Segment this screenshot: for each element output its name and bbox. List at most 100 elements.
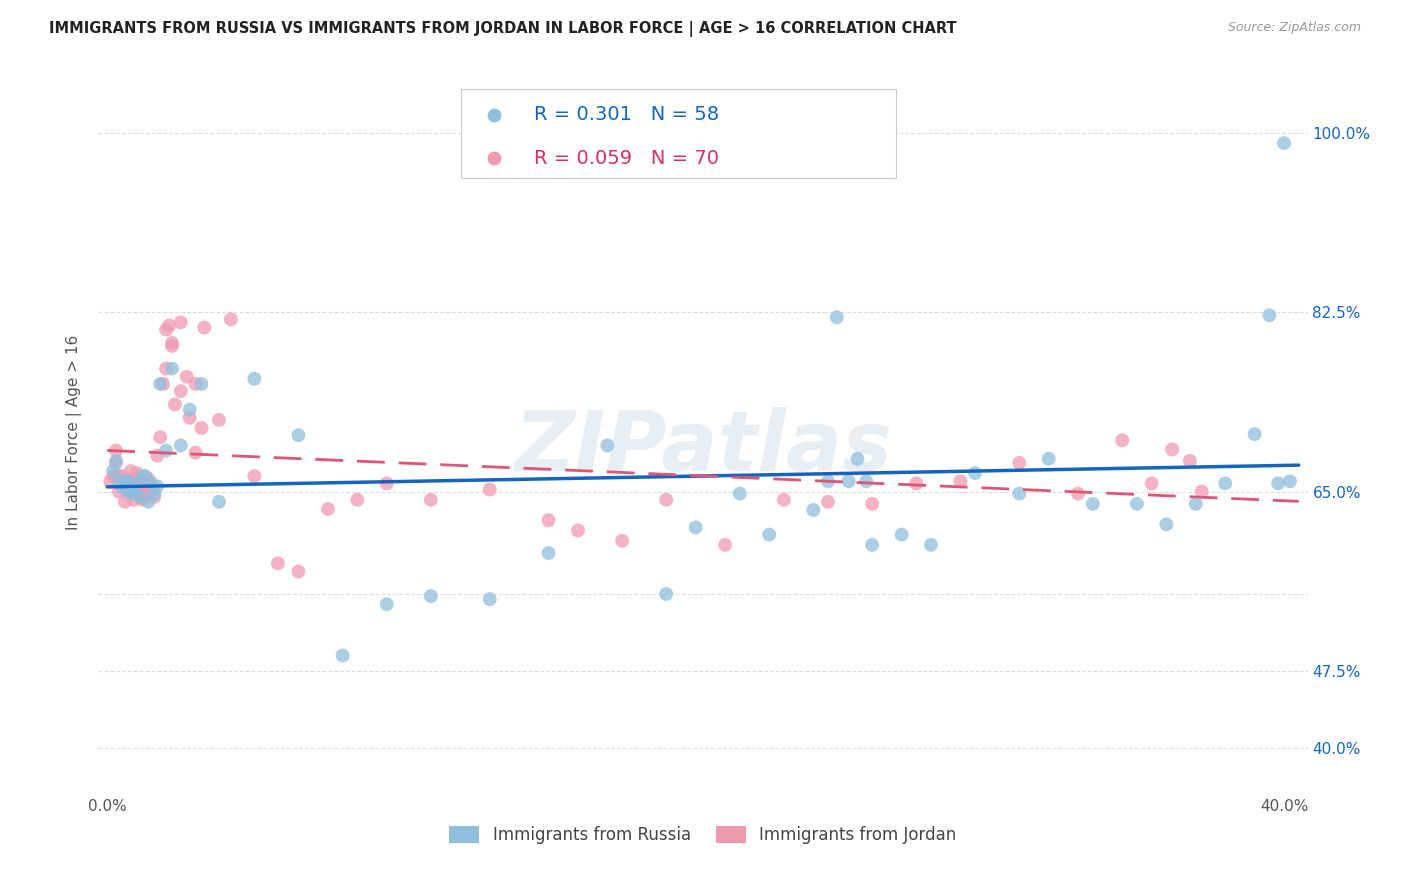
Point — [138, 472, 160, 486]
Point — [141, 476, 163, 491]
Point — [537, 513, 560, 527]
Point — [817, 475, 839, 489]
Point — [146, 479, 169, 493]
Point — [1111, 434, 1133, 448]
Point — [1156, 517, 1178, 532]
Point — [176, 369, 198, 384]
Point — [208, 413, 231, 427]
Point — [846, 451, 869, 466]
Text: R = 0.301   N = 58: R = 0.301 N = 58 — [534, 105, 718, 124]
Point — [287, 428, 309, 442]
Point — [111, 475, 134, 489]
Point — [122, 492, 145, 507]
Point — [120, 476, 142, 491]
Point — [1178, 454, 1201, 468]
Point — [655, 587, 678, 601]
Point — [860, 538, 883, 552]
Point — [155, 443, 177, 458]
Point — [117, 476, 139, 491]
Point — [949, 475, 972, 489]
Point — [596, 438, 619, 452]
Point — [332, 648, 354, 663]
Point — [122, 486, 145, 500]
Point — [243, 372, 266, 386]
Point — [108, 484, 131, 499]
Point — [610, 533, 633, 548]
Point — [346, 492, 368, 507]
Point — [128, 479, 150, 493]
Point — [120, 484, 142, 499]
Point — [117, 484, 139, 499]
Point — [655, 492, 678, 507]
Point — [131, 469, 153, 483]
Point — [419, 492, 441, 507]
Point — [920, 538, 942, 552]
Point — [122, 476, 145, 491]
Point — [170, 315, 193, 329]
Y-axis label: In Labor Force | Age > 16: In Labor Force | Age > 16 — [66, 335, 83, 530]
Point — [120, 464, 142, 478]
Point — [114, 475, 136, 489]
Point — [117, 475, 139, 489]
Point — [478, 592, 501, 607]
Point — [537, 546, 560, 560]
Point — [138, 495, 160, 509]
Point — [157, 318, 180, 333]
Point — [134, 483, 156, 497]
Point — [1008, 456, 1031, 470]
Point — [1059, 249, 1081, 263]
Point — [817, 495, 839, 509]
Point — [179, 402, 201, 417]
Point — [1067, 486, 1090, 500]
Point — [1008, 486, 1031, 500]
Point — [114, 495, 136, 509]
Point — [1243, 427, 1265, 442]
Point — [838, 475, 860, 489]
Point — [152, 376, 174, 391]
Point — [131, 490, 153, 504]
Point — [208, 495, 231, 509]
Point — [117, 475, 139, 489]
Point — [160, 335, 183, 350]
Point — [855, 475, 877, 489]
Text: Source: ZipAtlas.com: Source: ZipAtlas.com — [1227, 21, 1361, 34]
Point — [98, 475, 121, 489]
Point — [190, 421, 212, 435]
Point — [125, 476, 148, 491]
Point — [170, 438, 193, 452]
Point — [1081, 497, 1104, 511]
Text: ZIPatlas: ZIPatlas — [515, 407, 891, 488]
Point — [155, 361, 177, 376]
Point — [128, 490, 150, 504]
Point — [155, 323, 177, 337]
Point — [160, 339, 183, 353]
Point — [1258, 308, 1281, 322]
Point — [131, 492, 153, 507]
Point — [685, 520, 707, 534]
Point — [190, 376, 212, 391]
Point — [478, 483, 501, 497]
Point — [1272, 136, 1295, 150]
Point — [108, 475, 131, 489]
Point — [219, 312, 242, 326]
Point — [801, 503, 824, 517]
Point — [141, 483, 163, 497]
Point — [114, 479, 136, 493]
Point — [1278, 475, 1301, 489]
Point — [125, 475, 148, 489]
Text: IMMIGRANTS FROM RUSSIA VS IMMIGRANTS FROM JORDAN IN LABOR FORCE | AGE > 16 CORRE: IMMIGRANTS FROM RUSSIA VS IMMIGRANTS FRO… — [49, 21, 957, 37]
Point — [184, 376, 207, 391]
Point — [111, 479, 134, 493]
Point — [1038, 451, 1060, 466]
Point — [890, 527, 912, 541]
Point — [143, 486, 166, 500]
Point — [905, 476, 928, 491]
Legend: Immigrants from Russia, Immigrants from Jordan: Immigrants from Russia, Immigrants from … — [443, 819, 963, 851]
Point — [101, 464, 124, 478]
Point — [193, 320, 215, 334]
Point — [146, 449, 169, 463]
Point — [1191, 484, 1213, 499]
Point — [758, 527, 780, 541]
Point — [1126, 497, 1149, 511]
Point — [1161, 442, 1184, 457]
